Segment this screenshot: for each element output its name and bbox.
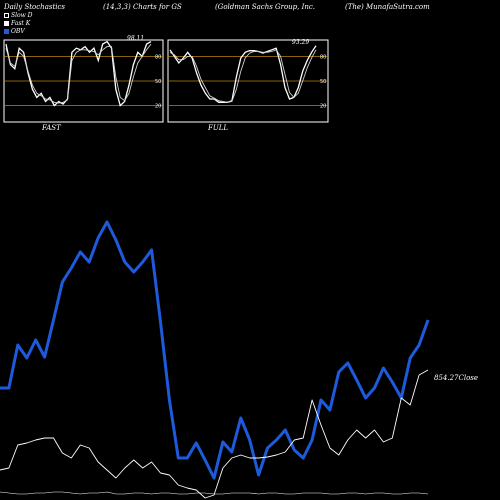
legend-item-obv: OBV <box>4 28 25 35</box>
legend-item-slow-d: Slow D <box>4 12 33 19</box>
main-series-price <box>0 369 429 499</box>
panel-full-series-0 <box>169 45 317 103</box>
site-name: (The) MunafaSutra.com <box>345 3 430 11</box>
panel-label-fast: FAST <box>42 124 61 132</box>
legend-swatch-fast-k <box>4 21 9 26</box>
legend-swatch-obv <box>4 29 9 34</box>
panel-fast-series-0 <box>5 40 152 107</box>
close-label: 854.27Close <box>434 374 478 382</box>
chart-params: (14,3,3) Charts for GS <box>103 3 182 11</box>
legend-item-fast-k: Fast K <box>4 20 30 27</box>
panel-fast-level-label-50: 50 <box>155 79 161 85</box>
panel-full-level-label-80: 80 <box>320 54 326 60</box>
legend-swatch-slow-d <box>4 13 9 18</box>
panel-full-level-label-50: 50 <box>320 79 326 85</box>
panel-fast-level-label-20: 20 <box>155 104 161 110</box>
main-series-obv <box>0 220 430 480</box>
panel-full-series-1 <box>169 49 317 103</box>
legend-label-obv: OBV <box>11 28 25 35</box>
company-name: (Goldman Sachs Group, Inc. <box>215 3 316 11</box>
panel-fast-last-value: 98.11 <box>127 35 144 42</box>
panel-label-full: FULL <box>208 124 229 132</box>
panel-full-level-label-20: 20 <box>320 104 326 110</box>
panel-fast-series-1 <box>5 43 152 104</box>
legend-label-slow-d: Slow D <box>11 12 33 19</box>
panel-fast-level-label-80: 80 <box>155 54 161 60</box>
main-series-volume <box>0 491 429 495</box>
panel-full-last-value: 93.29 <box>292 39 309 46</box>
legend-label-fast-k: Fast K <box>11 20 31 27</box>
chart-title: Daily Stochastics <box>4 3 66 11</box>
